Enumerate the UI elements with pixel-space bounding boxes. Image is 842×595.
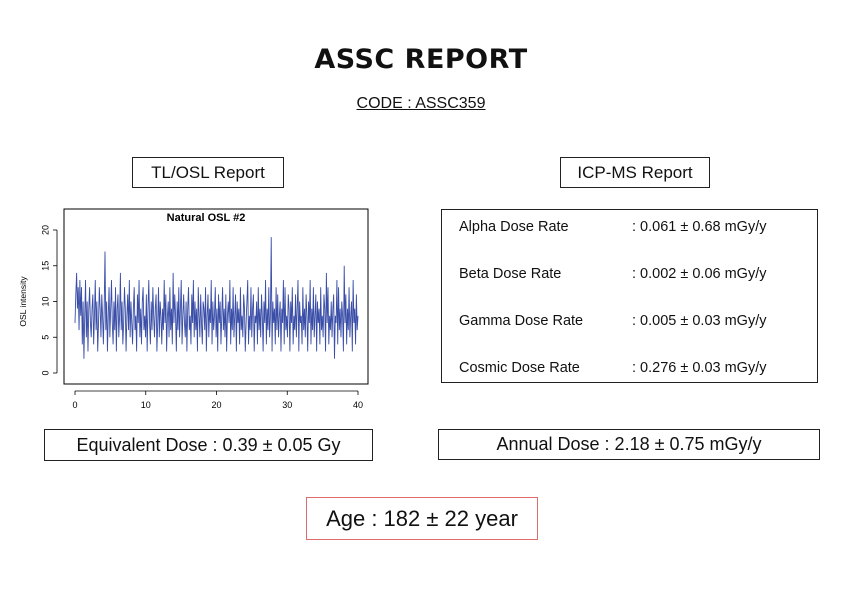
dose-value: : 0.002 ± 0.06 mGy/y (632, 266, 767, 282)
x-tick-label: 0 (72, 400, 77, 410)
tl-osl-report-label: TL/OSL Report (132, 157, 284, 188)
x-tick-label: 30 (282, 400, 292, 410)
dose-name: Cosmic Dose Rate (459, 360, 580, 376)
y-tick-label: 5 (40, 335, 50, 340)
age-result-box: Age : 182 ± 22 year (306, 497, 538, 540)
y-tick-label: 0 (40, 370, 50, 375)
x-tick-label: 10 (141, 400, 151, 410)
chart-title: Natural OSL #2 (167, 212, 246, 224)
report-title: ASSC REPORT (314, 44, 528, 75)
annual-dose-box: Annual Dose : 2.18 ± 0.75 mGy/y (438, 429, 820, 460)
dose-name: Alpha Dose Rate (459, 219, 569, 235)
equivalent-dose-box: Equivalent Dose : 0.39 ± 0.05 Gy (44, 429, 373, 461)
osl-intensity-line (74, 237, 359, 359)
y-tick-label: 20 (40, 225, 50, 235)
plot-frame (63, 208, 369, 385)
x-tick-label: 20 (211, 400, 221, 410)
report-code: CODE : ASSC359 (356, 95, 486, 112)
dose-value: : 0.005 ± 0.03 mGy/y (632, 313, 767, 329)
y-axis-label: OSL intensity (18, 276, 28, 327)
dose-name: Beta Dose Rate (459, 266, 562, 282)
dose-rate-table: Alpha Dose Rate : 0.061 ± 0.68 mGy/y Bet… (441, 209, 818, 383)
y-tick-label: 15 (40, 261, 50, 271)
dose-value: : 0.276 ± 0.03 mGy/y (632, 360, 767, 376)
dose-name: Gamma Dose Rate (459, 313, 584, 329)
osl-chart: Natural OSL #2 0 10 20 30 40 0 5 10 15 20 OSL inten… (18, 208, 369, 410)
dose-value: : 0.061 ± 0.68 mGy/y (632, 219, 767, 235)
y-tick-label: 10 (40, 296, 50, 306)
x-tick-label: 40 (353, 400, 363, 410)
icp-ms-report-label: ICP-MS Report (560, 157, 710, 188)
osl-chart-container: Natural OSL #2 0 10 20 30 40 0 5 10 15 20 OSL inten… (14, 204, 374, 414)
